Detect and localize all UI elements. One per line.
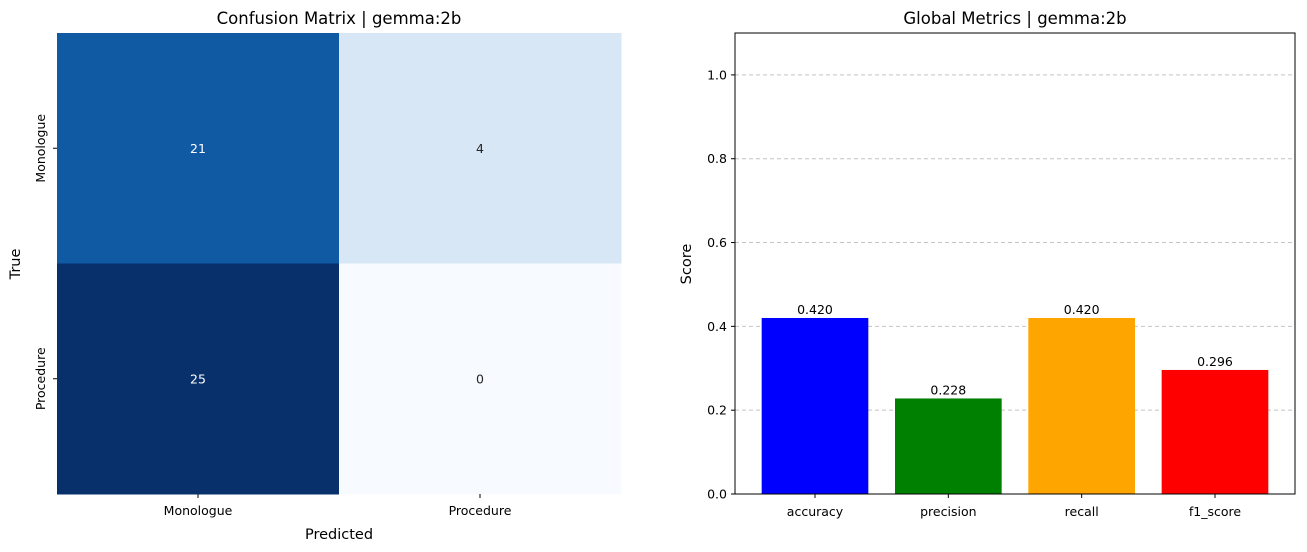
bar-axes-frame	[734, 32, 1296, 495]
bar-f1-score	[1161, 369, 1269, 494]
heatmap-cell	[339, 33, 622, 264]
bar-ticks: 0.0 0.2 0.4 0.6 0.8 1.0 accuracy precision recal…	[707, 67, 1241, 519]
global-metrics-panel: Global Metrics | gemma:2b 0.4200.2280.42…	[679, 9, 1296, 519]
bar-precision	[895, 398, 1002, 494]
bar-value-label: 0.296	[1197, 354, 1233, 369]
heatmap-cell-value: 0	[476, 371, 484, 386]
bar-y-tick-label: 0.4	[707, 319, 727, 334]
bar-y-tick-label: 1.0	[707, 67, 727, 82]
bar-y-tick-label: 0.0	[707, 487, 727, 502]
heatmap-xlabel: Predicted	[305, 527, 373, 543]
confusion-matrix-panel: Confusion Matrix | gemma:2b 21 4 25 0 Monol…	[8, 9, 622, 543]
bar-marks: 0.420 0.228 0.420 0.296	[761, 302, 1269, 494]
bar-x-tick-label: recall	[1065, 504, 1099, 519]
bar-x-tick-label: accuracy	[787, 504, 844, 519]
bar-value-label: 0.420	[1064, 302, 1100, 317]
heatmap-x-tick-label: Procedure	[449, 503, 512, 518]
heatmap-y-tick-label: Procedure	[33, 347, 48, 410]
bar-x-tick-label: precision	[920, 504, 976, 519]
bar-value-label: 0.420	[797, 302, 833, 317]
heatmap-cell-value: 25	[190, 371, 206, 386]
heatmap-cells: 21 4 25 0	[57, 33, 622, 495]
bar-y-tick-label: 0.6	[707, 235, 727, 250]
bar-ylabel: Score	[679, 244, 695, 285]
heatmap-cell	[57, 263, 340, 495]
bar-x-tick-label: f1_score	[1189, 504, 1242, 519]
heatmap-ticks: Monologue Procedure Monologue Procedure	[33, 114, 512, 518]
bar-y-tick-label: 0.8	[707, 151, 727, 166]
bar-title: Global Metrics | gemma:2b	[903, 9, 1126, 28]
heatmap-ylabel: True	[8, 249, 24, 281]
heatmap-cell	[57, 33, 340, 264]
heatmap-cell-value: 4	[476, 141, 484, 156]
bar-y-tick-label: 0.2	[707, 403, 727, 418]
heatmap-title: Confusion Matrix | gemma:2b	[217, 9, 462, 28]
heatmap-x-tick-label: Monologue	[164, 503, 233, 518]
heatmap-y-tick-label: Monologue	[33, 114, 48, 183]
heatmap-cell-value: 21	[190, 141, 206, 156]
bar-recall	[1028, 317, 1135, 494]
bar-value-label: 0.228	[930, 382, 966, 397]
bar-accuracy	[761, 317, 869, 494]
heatmap-cell	[339, 263, 622, 495]
